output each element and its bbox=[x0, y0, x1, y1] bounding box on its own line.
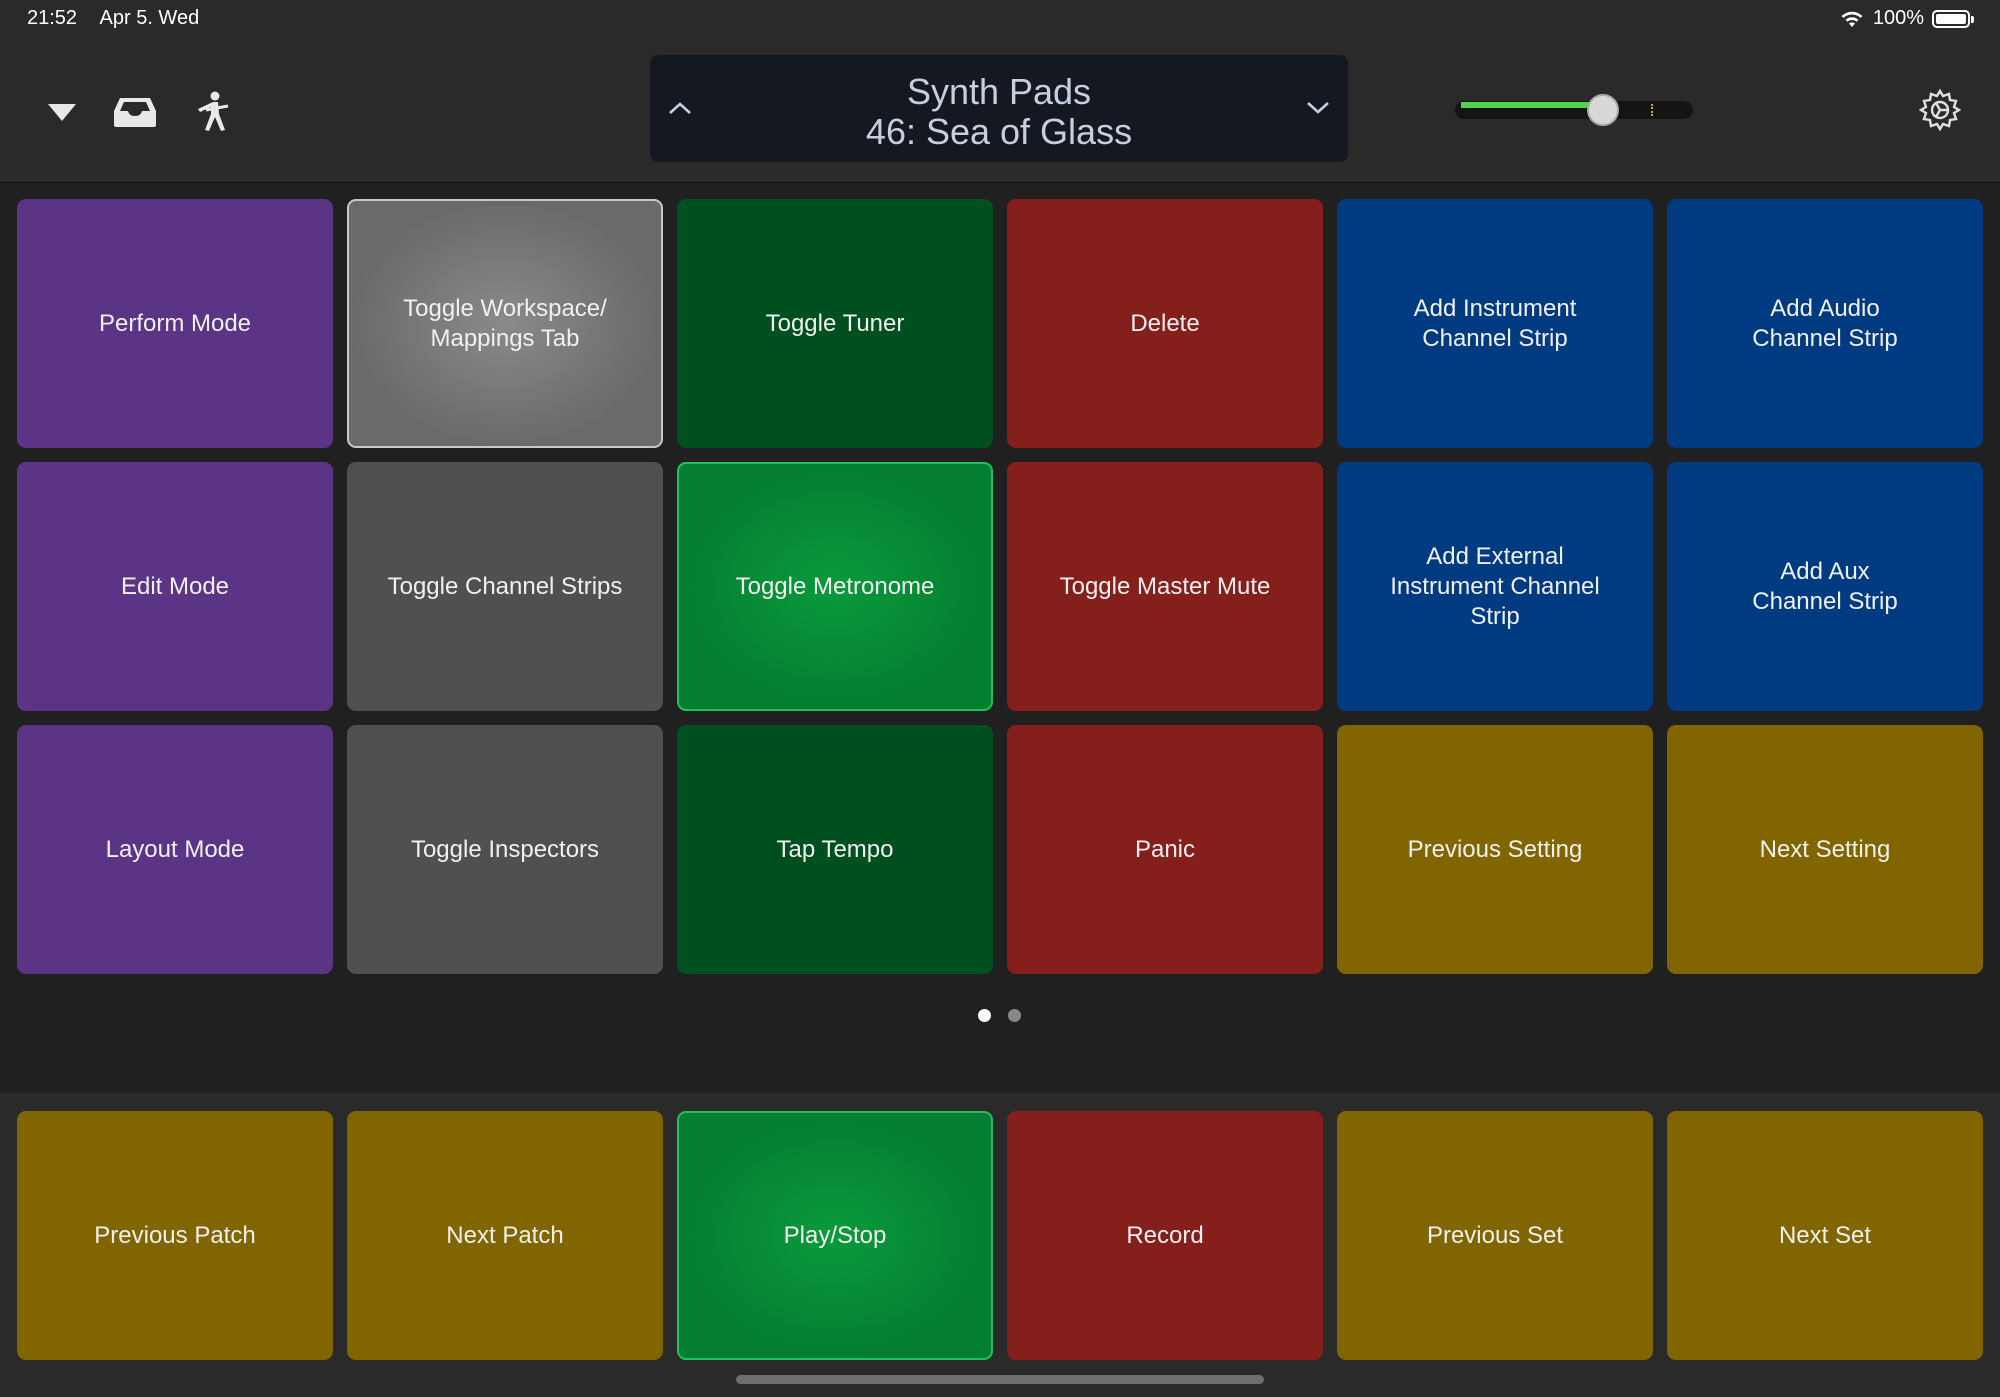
pad-label: Toggle Master Mute bbox=[1059, 572, 1271, 600]
status-right: 100% bbox=[1839, 7, 1974, 30]
home-indicator[interactable] bbox=[736, 1375, 1264, 1384]
pad-label: Previous Set bbox=[1426, 1221, 1564, 1249]
volume-marker bbox=[1651, 104, 1655, 116]
pad-label: Add Aux Channel Strip bbox=[1752, 557, 1898, 615]
perform-mode-pad[interactable]: Perform Mode bbox=[17, 199, 333, 448]
next-setting-pad[interactable]: Next Setting bbox=[1667, 725, 1983, 974]
battery-icon bbox=[1932, 9, 1974, 28]
layout-mode-pad[interactable]: Layout Mode bbox=[17, 725, 333, 974]
wifi-icon bbox=[1841, 11, 1863, 27]
record-pad[interactable]: Record bbox=[1007, 1111, 1323, 1360]
patch-name: 46: Sea of Glass bbox=[865, 111, 1133, 152]
delete-pad[interactable]: Delete bbox=[1007, 199, 1323, 448]
toolbar: Synth Pads 46: Sea of Glass bbox=[0, 40, 2000, 183]
pad-label: Add Instrument Channel Strip bbox=[1413, 294, 1577, 352]
edit-mode-pad[interactable]: Edit Mode bbox=[17, 462, 333, 711]
gear-icon[interactable] bbox=[1918, 88, 1962, 132]
toggle-metronome-pad[interactable]: Toggle Metronome bbox=[677, 462, 993, 711]
toggle-channel-strips-pad[interactable]: Toggle Channel Strips bbox=[347, 462, 663, 711]
volume-knob[interactable] bbox=[1586, 94, 1619, 126]
chevron-down-filled-icon[interactable] bbox=[37, 90, 87, 134]
pad-label: Add Audio Channel Strip bbox=[1752, 294, 1898, 352]
pad-label: Toggle Inspectors bbox=[410, 835, 600, 863]
pad-label: Record bbox=[1126, 1221, 1204, 1249]
status-bar: 21:52 Apr 5. Wed 100% bbox=[0, 0, 2000, 40]
pad-label: Layout Mode bbox=[105, 835, 245, 863]
next-patch-pad[interactable]: Next Patch bbox=[347, 1111, 663, 1360]
pad-label: Delete bbox=[1130, 309, 1200, 337]
toggle-master-mute-pad[interactable]: Toggle Master Mute bbox=[1007, 462, 1323, 711]
status-time: 21:52 bbox=[27, 7, 78, 29]
page-indicator[interactable] bbox=[978, 1009, 1021, 1022]
page-dot[interactable] bbox=[978, 1009, 991, 1022]
pad-label: Previous Patch bbox=[94, 1221, 256, 1249]
performer-icon[interactable] bbox=[187, 90, 237, 134]
patch-selector[interactable]: Synth Pads 46: Sea of Glass bbox=[650, 55, 1348, 162]
battery-percent: 100% bbox=[1872, 7, 1924, 29]
pad-label: Toggle Tuner bbox=[765, 309, 905, 337]
pad-label: Next Set bbox=[1778, 1221, 1872, 1249]
page-dot[interactable] bbox=[1008, 1009, 1021, 1022]
next-set-pad[interactable]: Next Set bbox=[1667, 1111, 1983, 1360]
previous-patch-pad[interactable]: Previous Patch bbox=[17, 1111, 333, 1360]
toggle-workspace-mappings-tab-pad[interactable]: Toggle Workspace/ Mappings Tab bbox=[347, 199, 663, 448]
pad-label: Toggle Channel Strips bbox=[387, 572, 623, 600]
tap-tempo-pad[interactable]: Tap Tempo bbox=[677, 725, 993, 974]
pad-label: Next Setting bbox=[1759, 835, 1891, 863]
patch-set-name: Synth Pads bbox=[906, 71, 1092, 112]
bottom-pad-bar bbox=[0, 1093, 2000, 1397]
tray-icon[interactable] bbox=[110, 90, 160, 134]
pad-label: Toggle Workspace/ Mappings Tab bbox=[403, 294, 607, 352]
pad-label: Toggle Metronome bbox=[735, 572, 935, 600]
play-stop-pad[interactable]: Play/Stop bbox=[677, 1111, 993, 1360]
add-instrument-channel-strip-pad[interactable]: Add Instrument Channel Strip bbox=[1337, 199, 1653, 448]
add-aux-channel-strip-pad[interactable]: Add Aux Channel Strip bbox=[1667, 462, 1983, 711]
previous-setting-pad[interactable]: Previous Setting bbox=[1337, 725, 1653, 974]
toggle-tuner-pad[interactable]: Toggle Tuner bbox=[677, 199, 993, 448]
pad-label: Next Patch bbox=[446, 1221, 564, 1249]
toggle-inspectors-pad[interactable]: Toggle Inspectors bbox=[347, 725, 663, 974]
status-date: Apr 5. Wed bbox=[99, 7, 200, 29]
pad-label: Panic bbox=[1134, 835, 1196, 863]
add-external-instrument-channel-strip-pad[interactable]: Add External Instrument Channel Strip bbox=[1337, 462, 1653, 711]
pad-label: Add External Instrument Channel Strip bbox=[1390, 542, 1600, 630]
pad-label: Edit Mode bbox=[120, 572, 230, 600]
chevron-up-icon[interactable] bbox=[660, 85, 700, 131]
pad-label: Previous Setting bbox=[1407, 835, 1583, 863]
pad-label: Tap Tempo bbox=[776, 835, 894, 863]
pad-label: Perform Mode bbox=[98, 309, 252, 337]
panic-pad[interactable]: Panic bbox=[1007, 725, 1323, 974]
add-audio-channel-strip-pad[interactable]: Add Audio Channel Strip bbox=[1667, 199, 1983, 448]
status-left: 21:52 Apr 5. Wed bbox=[27, 7, 217, 30]
previous-set-pad[interactable]: Previous Set bbox=[1337, 1111, 1653, 1360]
chevron-down-icon[interactable] bbox=[1298, 85, 1338, 131]
pad-label: Play/Stop bbox=[783, 1221, 887, 1249]
volume-slider[interactable] bbox=[1455, 94, 1693, 126]
volume-fill bbox=[1461, 102, 1599, 108]
